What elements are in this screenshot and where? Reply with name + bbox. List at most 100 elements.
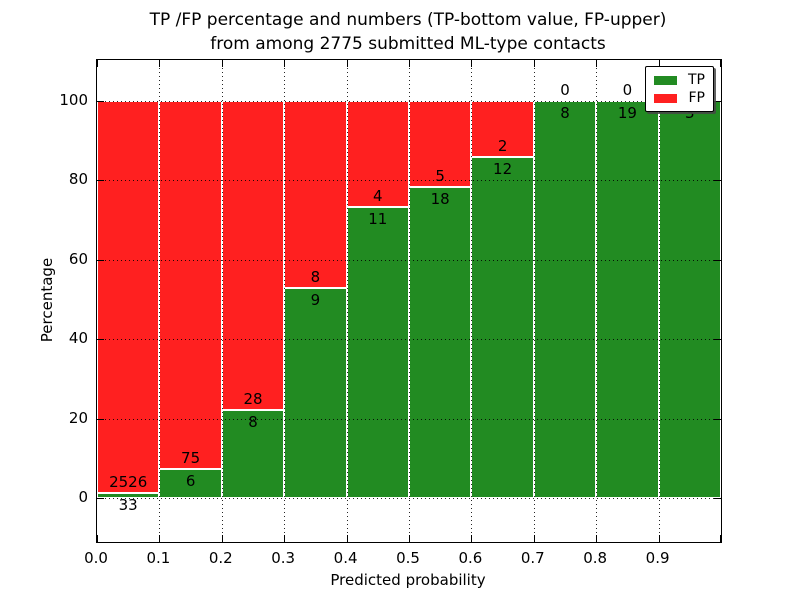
legend-label: TP (688, 72, 705, 88)
y-tick-mark (97, 498, 104, 499)
fp-value-label: 75 (181, 448, 201, 467)
vertical-gridline (409, 60, 410, 542)
x-tick-mark (720, 60, 721, 67)
x-tick-mark (221, 535, 223, 542)
legend-item: FP (654, 90, 705, 106)
tp-bar-segment (346, 206, 409, 498)
tp-value-label: 3 (685, 103, 695, 122)
x-tick-mark (658, 60, 660, 67)
x-tick-label: 0.8 (583, 549, 608, 567)
x-tick-label: 0.7 (520, 549, 545, 567)
tp-bar-segment (533, 100, 597, 498)
fp-bar-segment (221, 100, 285, 410)
y-tick-mark (97, 339, 104, 340)
vertical-gridline (471, 60, 473, 542)
y-tick-label: 40 (68, 329, 88, 347)
vertical-gridline (221, 60, 223, 542)
fp-value-label: 0 (560, 80, 570, 99)
y-tick-mark (97, 259, 104, 261)
vertical-gridline (284, 60, 286, 542)
y-tick-mark (714, 100, 721, 102)
fp-value-label: 5 (435, 166, 445, 185)
tp-bar-segment (284, 287, 347, 498)
x-tick-mark (346, 60, 348, 67)
fp-value-label: 28 (243, 389, 263, 408)
x-tick-label: 0.1 (146, 549, 171, 567)
tp-value-label: 6 (185, 471, 196, 490)
y-tick-mark (97, 180, 104, 181)
y-tick-mark (714, 259, 721, 261)
tp-value-label: 9 (310, 290, 321, 309)
tp-value-label: 8 (560, 103, 570, 122)
vertical-gridline (658, 60, 660, 542)
y-tick-mark (714, 339, 721, 340)
legend-item: TP (654, 72, 705, 88)
chart-title-line2: from among 2775 submitted ML-type contac… (210, 34, 606, 54)
y-tick-mark (97, 100, 104, 102)
y-tick-mark (714, 498, 721, 499)
x-tick-mark (97, 60, 98, 67)
tp-bar-segment (596, 100, 659, 498)
x-tick-mark (596, 535, 598, 542)
y-tick-mark (714, 180, 721, 181)
y-tick-label: 20 (68, 408, 88, 427)
x-tick-label: 0.9 (645, 549, 670, 567)
vertical-gridline (346, 60, 348, 542)
x-tick-mark (409, 60, 410, 67)
tp-value-label: 11 (368, 209, 388, 228)
tp-bar-segment (409, 186, 472, 498)
chart-title-line1: TP /FP percentage and numbers (TP-bottom… (149, 10, 667, 30)
fp-value-label: 2526 (109, 472, 148, 491)
tp-value-label: 8 (248, 412, 258, 431)
x-tick-mark (346, 535, 348, 542)
vertical-gridline (159, 60, 161, 542)
vertical-gridline (596, 60, 598, 542)
x-tick-mark (658, 535, 660, 542)
fp-bar-segment (97, 100, 160, 493)
x-tick-mark (533, 535, 535, 542)
y-axis-label: Percentage (38, 257, 56, 343)
x-tick-label: 0.5 (396, 549, 420, 567)
x-tick-mark (409, 535, 410, 542)
x-tick-label: 0.0 (84, 549, 108, 567)
x-tick-mark (97, 535, 98, 542)
x-tick-label: 0.2 (208, 549, 233, 567)
fp-value-label: 2 (497, 137, 508, 156)
x-tick-mark (159, 535, 161, 542)
fp-value-label: 8 (310, 267, 321, 286)
x-tick-mark (159, 60, 161, 67)
tp-bar-segment (97, 492, 160, 498)
y-tick-label: 60 (68, 249, 88, 268)
fp-bar-segment (159, 100, 222, 469)
x-tick-label: 0.4 (333, 549, 358, 567)
x-tick-mark (221, 60, 223, 67)
x-tick-mark (471, 535, 473, 542)
x-tick-label: 0.3 (271, 549, 296, 567)
tp-value-label: 33 (118, 495, 138, 514)
legend: TP FP (645, 66, 714, 112)
x-tick-mark (284, 535, 286, 542)
x-tick-mark (720, 535, 721, 542)
fp-value-label: 0 (622, 80, 633, 99)
tp-legend-swatch (654, 75, 677, 85)
y-tick-mark (714, 418, 721, 420)
legend-label: FP (688, 90, 706, 106)
tp-bar-segment (159, 468, 222, 498)
y-tick-mark (97, 418, 104, 420)
tp-value-label: 19 (617, 103, 637, 122)
x-axis-label: Predicted probability (330, 571, 486, 589)
x-tick-mark (596, 60, 598, 67)
fp-bar-segment (346, 100, 409, 207)
x-tick-mark (533, 60, 535, 67)
x-tick-mark (284, 60, 286, 67)
y-tick-label: 80 (68, 170, 88, 188)
y-tick-label: 100 (59, 90, 88, 109)
y-tick-label: 0 (78, 488, 88, 506)
chart-title: TP /FP percentage and numbers (TP-bottom… (96, 8, 720, 56)
vertical-gridline (533, 60, 535, 542)
plot-area: 252633756288894115182120801903 (96, 59, 722, 543)
x-tick-mark (471, 60, 473, 67)
tp-bar-segment (658, 100, 721, 498)
x-tick-label: 0.6 (458, 549, 483, 567)
